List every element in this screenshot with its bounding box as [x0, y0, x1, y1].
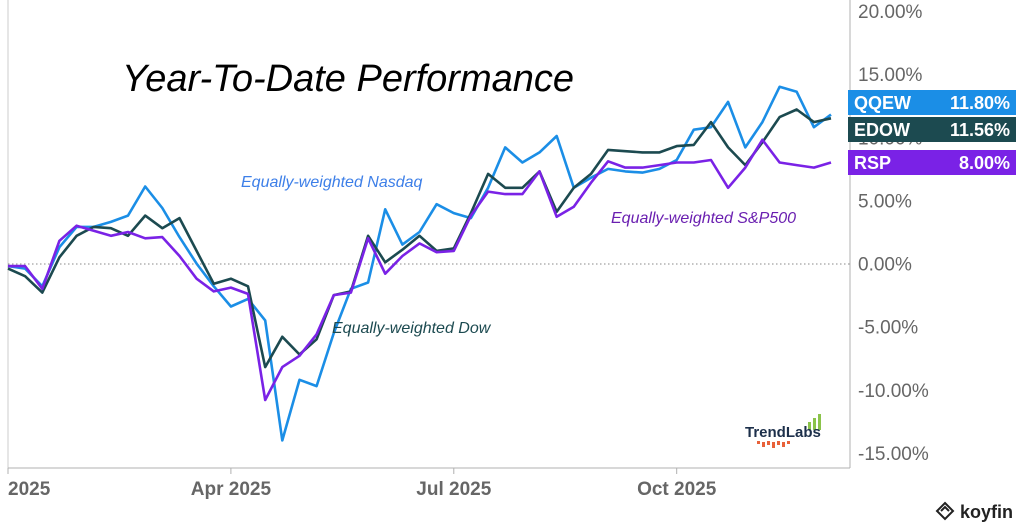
logo-dot	[782, 442, 785, 447]
plot-area	[7, 0, 851, 469]
x-tick-label: Oct 2025	[637, 479, 717, 500]
koyfin-icon	[935, 501, 955, 521]
chart-title: Year-To-Date Performance	[122, 58, 574, 100]
y-tick-label: 0.00%	[858, 255, 912, 276]
annotation-dow: Equally-weighted Dow	[332, 320, 492, 337]
annotation-sp500: Equally-weighted S&P500	[611, 210, 796, 227]
badge-qqew-value: 11.80%	[950, 93, 1010, 113]
badge-edow-name: EDOW	[854, 120, 910, 140]
badge-edow-bg	[848, 117, 1016, 142]
badge-qqew-bg	[848, 90, 1016, 115]
x-axis-ticks: 2025 Apr 2025 Jul 2025 Oct 2025	[7, 468, 717, 500]
x-tick-label: Jul 2025	[416, 479, 491, 500]
series-line-rsp	[8, 138, 832, 402]
koyfin-icon-inner	[940, 505, 950, 512]
logo-dot	[762, 442, 765, 447]
logo-bar	[813, 418, 816, 430]
trendlabs-wordmark: TrendLabs	[745, 424, 821, 441]
y-tick-label: 15.00%	[858, 65, 923, 86]
y-tick-label: -5.00%	[858, 318, 918, 339]
badge-rsp-bg	[848, 150, 1016, 175]
series-line-edow	[7, 108, 832, 369]
logo-dot	[767, 441, 770, 445]
logo-dots	[757, 441, 790, 448]
x-tick-label: 2025	[8, 479, 51, 500]
badge-rsp-name: RSP	[854, 153, 891, 173]
y-tick-label: -10.00%	[858, 381, 929, 402]
logo-dot	[772, 442, 775, 448]
koyfin-logo: koyfin	[935, 501, 1013, 522]
logo-dot	[757, 441, 760, 444]
badge-qqew-name: QQEW	[854, 93, 911, 113]
koyfin-wordmark: koyfin	[960, 502, 1013, 522]
y-tick-label: -15.00%	[858, 444, 929, 465]
badge-qqew: QQEW 11.80%	[848, 90, 1016, 115]
badge-rsp: RSP 8.00%	[848, 150, 1016, 175]
logo-bar	[818, 414, 821, 430]
y-axis-ticks: 20.00%15.00%10.00%5.00%0.00%-5.00%-10.00…	[858, 2, 929, 465]
logo-dot	[777, 441, 780, 445]
logo-dot	[787, 441, 790, 444]
badge-rsp-value: 8.00%	[959, 153, 1010, 173]
y-tick-label: 20.00%	[858, 2, 923, 23]
series-layer	[7, 85, 832, 442]
x-tick-label: Apr 2025	[191, 479, 272, 500]
series-line-qqew	[7, 85, 832, 442]
trendlabs-logo: TrendLabs	[745, 414, 821, 448]
badge-edow-value: 11.56%	[950, 120, 1010, 140]
logo-bar	[808, 422, 811, 430]
y-tick-label: 5.00%	[858, 191, 912, 212]
badge-edow: EDOW 11.56%	[848, 117, 1016, 142]
annotation-nasdaq: Equally-weighted Nasdaq	[241, 174, 423, 191]
